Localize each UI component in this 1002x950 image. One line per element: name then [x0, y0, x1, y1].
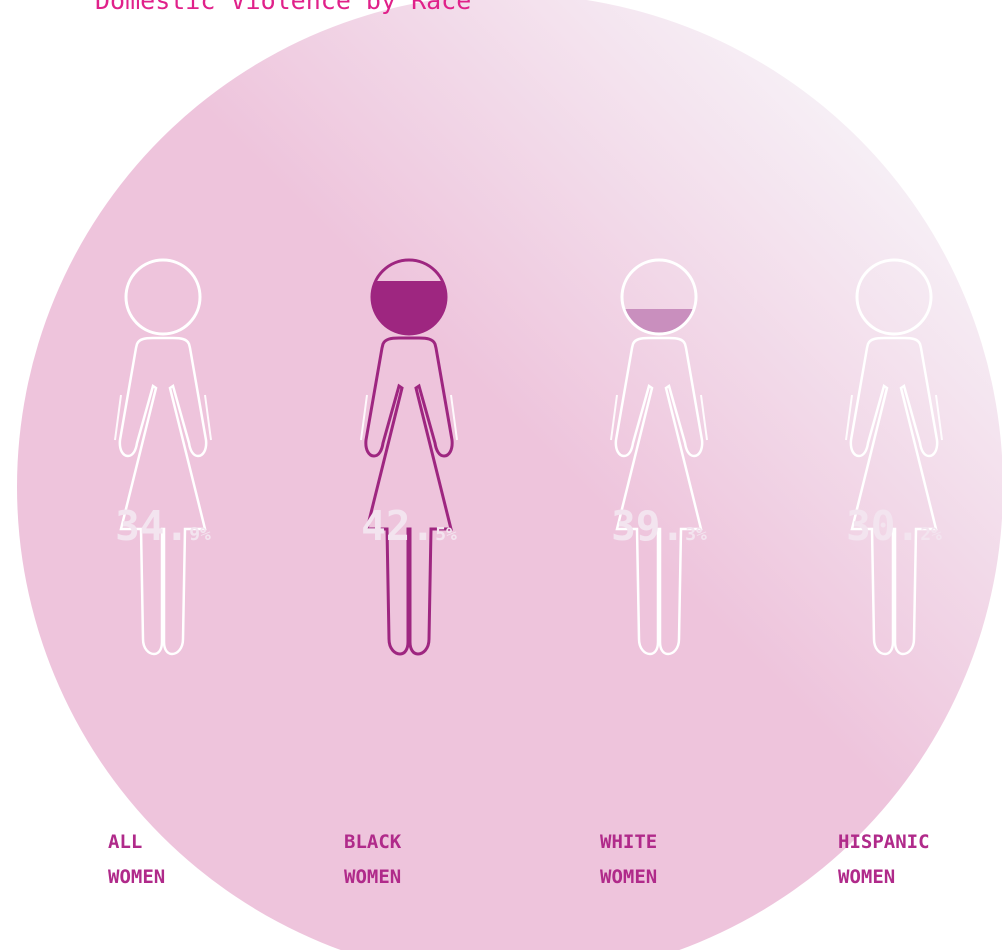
percentage-main: 42.	[361, 502, 435, 550]
percentage-label: 39.3%	[611, 502, 707, 550]
figure-arm-line	[360, 394, 458, 441]
percentage-label: 30.2%	[846, 502, 942, 550]
category-label-line1: WHITE	[600, 831, 657, 853]
percentage-main: 34.	[115, 502, 189, 550]
figure-head-outline	[124, 258, 202, 336]
category-label-line2: WOMEN	[344, 866, 401, 888]
figure-head-fill	[624, 309, 694, 334]
figure-head-outline	[620, 258, 698, 336]
percentage-main: 30.	[846, 502, 920, 550]
figure-arm-line	[114, 394, 212, 441]
percentage-decimal: 2%	[920, 524, 942, 545]
chart-title: Domestic Violence by Race	[95, 0, 472, 15]
percentage-label: 42.5%	[361, 502, 457, 550]
woman-figure-2: 42.5% BLACK WOMEN	[344, 258, 458, 888]
figure-head-outline	[370, 258, 448, 336]
percentage-decimal: 3%	[685, 524, 707, 545]
category-label-line1: BLACK	[344, 831, 402, 853]
woman-figure-1: 34.9% ALL WOMEN	[108, 258, 212, 888]
background-circle	[17, 0, 1002, 950]
percentage-main: 39.	[611, 502, 685, 550]
percentage-decimal: 5%	[435, 524, 457, 545]
figure-head-fill	[372, 280, 446, 334]
woman-figure-3: 39.3% WHITE WOMEN	[600, 258, 708, 888]
category-label-line2: WOMEN	[600, 866, 657, 888]
category-label-line1: HISPANIC	[838, 831, 930, 853]
figure-arm-line	[845, 394, 943, 441]
percentage-decimal: 9%	[189, 524, 211, 545]
category-label-line1: ALL	[108, 831, 142, 853]
woman-figure-4: 30.2% HISPANIC WOMEN	[838, 258, 943, 888]
category-label-line2: WOMEN	[108, 866, 165, 888]
percentage-label: 34.9%	[115, 502, 211, 550]
figure-arm-line	[610, 394, 708, 441]
figure-head-outline	[855, 258, 933, 336]
category-label-line2: WOMEN	[838, 866, 895, 888]
